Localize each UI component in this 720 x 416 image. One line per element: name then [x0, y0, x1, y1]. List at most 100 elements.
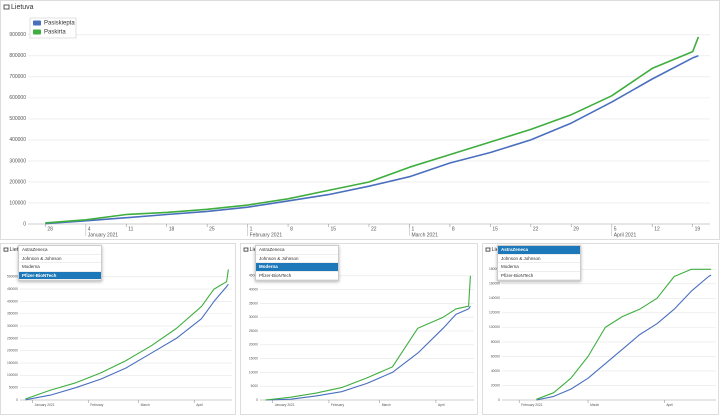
x-tick-label: 12 — [654, 226, 660, 232]
y-tick-label: 250000 — [7, 336, 18, 340]
y-tick-label: 50000 — [9, 386, 18, 390]
y-tick-label: 350000 — [7, 312, 18, 316]
x-tick-label: February — [90, 403, 104, 407]
series-line — [45, 36, 700, 224]
month-label: March 2021 — [411, 232, 438, 238]
x-tick-label: 28 — [47, 226, 53, 232]
legend-swatch — [33, 20, 41, 26]
y-tick-label: 300000 — [7, 324, 18, 328]
y-tick-label: 0 — [23, 221, 26, 227]
dropdown-option[interactable]: AstraZeneca — [256, 246, 338, 255]
y-tick-label: 100000 — [7, 373, 18, 377]
x-tick-label: January 2021 — [35, 403, 55, 407]
y-tick-label: 0 — [16, 398, 18, 402]
month-label: January 2021 — [88, 232, 119, 238]
y-tick-label: 10000 — [249, 370, 258, 374]
x-tick-label: 19 — [695, 226, 701, 232]
x-tick-label: 25 — [209, 226, 215, 232]
title-icon — [3, 247, 9, 252]
series-line — [25, 283, 229, 401]
title-icon — [243, 247, 249, 252]
title-icon — [3, 4, 10, 10]
y-tick-label: 200000 — [9, 179, 26, 185]
series-line — [265, 305, 471, 401]
y-tick-label: 40000 — [491, 369, 500, 373]
series-line — [45, 55, 699, 225]
y-tick-label: 80000 — [491, 340, 500, 344]
x-tick-label: 18 — [169, 226, 175, 232]
dropdown-option[interactable]: Johnson & Johnson — [256, 255, 338, 263]
title-icon — [485, 247, 491, 252]
y-tick-label: 500000 — [9, 116, 26, 122]
y-tick-label: 900000 — [9, 32, 26, 38]
y-tick-label: 25000 — [249, 329, 258, 333]
dropdown-option[interactable]: Pfizer-BioNTech — [498, 272, 580, 280]
y-tick-label: 100000 — [489, 325, 500, 329]
x-tick-label: 8 — [452, 226, 455, 232]
y-tick-label: 450000 — [7, 287, 18, 291]
x-tick-label: March — [382, 403, 391, 407]
month-label: April 2021 — [614, 232, 637, 238]
panel — [0, 0, 720, 240]
y-tick-label: 0 — [498, 398, 500, 402]
month-label: February 2021 — [250, 232, 283, 238]
x-tick-label: 8 — [290, 226, 293, 232]
y-tick-label: 500000 — [7, 275, 18, 279]
x-tick-label: April — [196, 403, 203, 407]
x-tick-label: 15 — [492, 226, 498, 232]
y-tick-label: 0 — [256, 398, 258, 402]
x-tick-label: April — [666, 403, 673, 407]
dropdown-option[interactable]: Moderna — [256, 263, 338, 272]
x-tick-label: 11 — [128, 226, 133, 232]
y-tick-label: 200000 — [7, 349, 18, 353]
dropdown-option[interactable]: Pfizer-BioNTech — [256, 272, 338, 280]
legend-box — [29, 17, 77, 39]
y-tick-label: 45000 — [249, 274, 258, 278]
legend-swatch — [33, 29, 41, 35]
series-line — [265, 275, 471, 401]
x-tick-label: January 2021 — [275, 403, 295, 407]
y-tick-label: 35000 — [249, 301, 258, 305]
y-tick-label: 150000 — [7, 361, 18, 365]
y-tick-label: 20000 — [491, 383, 500, 387]
y-tick-label: 15000 — [249, 356, 258, 360]
x-tick-label: 5 — [614, 226, 617, 232]
chart-title: Lietuva — [11, 4, 34, 11]
y-tick-label: 800000 — [9, 53, 26, 59]
dropdown-option[interactable]: Moderna — [498, 263, 580, 272]
x-tick-label: 1 — [250, 226, 253, 232]
dropdown-option[interactable]: AstraZeneca — [19, 246, 101, 255]
vaccine-dropdown[interactable]: AstraZeneca Johnson & Johnson Moderna Pfize… — [255, 245, 339, 281]
y-tick-label: 30000 — [249, 315, 258, 319]
dropdown-option[interactable]: AstraZeneca — [498, 246, 580, 255]
series-line — [536, 268, 712, 400]
x-tick-label: March — [141, 403, 150, 407]
y-tick-label: 140000 — [489, 296, 500, 300]
y-tick-label: 40000 — [249, 287, 258, 291]
x-tick-label: 1 — [411, 226, 414, 232]
dropdown-option[interactable]: Pfizer-BioNTech — [19, 271, 101, 280]
legend-label: Pasiskiepta — [44, 21, 75, 27]
y-tick-label: 400000 — [7, 299, 18, 303]
y-tick-label: 600000 — [9, 95, 26, 101]
vaccine-dropdown[interactable]: AstraZeneca Johnson & Johnson Moderna Pfize… — [18, 245, 102, 281]
y-tick-label: 120000 — [489, 311, 500, 315]
y-tick-label: 300000 — [9, 158, 26, 164]
series-line — [25, 269, 229, 400]
x-tick-label: March — [590, 403, 599, 407]
x-tick-label: 22 — [371, 226, 377, 232]
y-tick-label: 20000 — [249, 343, 258, 347]
y-tick-label: 700000 — [9, 74, 26, 80]
x-tick-label: February 2021 — [521, 403, 543, 407]
x-tick-label: 4 — [88, 226, 91, 232]
y-tick-label: 180000 — [489, 267, 500, 271]
x-tick-label: 29 — [573, 226, 579, 232]
dropdown-option[interactable]: Johnson & Johnson — [19, 255, 101, 263]
series-line — [536, 274, 712, 401]
dropdown-option[interactable]: Johnson & Johnson — [498, 255, 580, 263]
dropdown-option[interactable]: Moderna — [19, 263, 101, 272]
x-tick-label: 22 — [533, 226, 539, 232]
vaccine-dropdown[interactable]: AstraZeneca Johnson & Johnson Moderna Pfize… — [497, 245, 581, 281]
